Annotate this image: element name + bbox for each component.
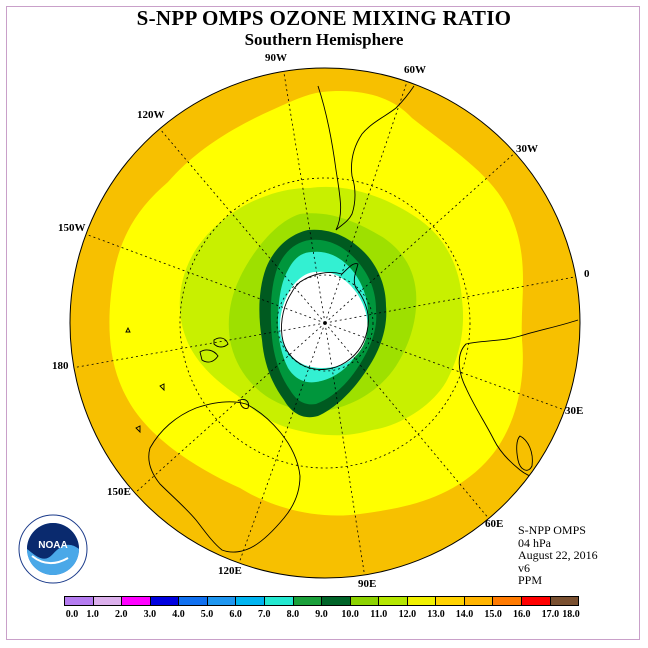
noaa-logo: NOAA bbox=[18, 514, 88, 584]
figure-frame bbox=[6, 6, 640, 640]
colorbar-segment bbox=[407, 597, 437, 605]
colorbar-segment bbox=[550, 597, 579, 605]
colorbar-segment bbox=[436, 597, 465, 605]
latitude-circle-70s bbox=[276, 274, 374, 372]
colorbar-segment bbox=[350, 597, 380, 605]
colorbar-tick-label: 17.0 bbox=[541, 609, 560, 620]
colorbar-tick-label: 18.0 bbox=[562, 609, 580, 620]
colorbar-segment bbox=[493, 597, 522, 605]
island-1 bbox=[125, 326, 131, 333]
colorbar-segment bbox=[522, 597, 551, 605]
colorbar-tick-label: 13.0 bbox=[427, 609, 445, 620]
colorbar-segment bbox=[464, 597, 494, 605]
colorbar-tick-label: 10.0 bbox=[341, 609, 359, 620]
south-pole-dot bbox=[323, 321, 327, 325]
colorbar-tick-label: 11.0 bbox=[370, 609, 388, 620]
colorbar-segment bbox=[322, 597, 351, 605]
colorbar-segment bbox=[264, 597, 294, 605]
colorbar-tick-label: 8.0 bbox=[286, 609, 300, 620]
colorbar-tick-label: 16.0 bbox=[513, 609, 531, 620]
lon-label-60w: 60W bbox=[404, 64, 426, 76]
map-subtitle: Southern Hemisphere bbox=[244, 30, 404, 49]
lon-label-30w: 30W bbox=[516, 143, 538, 155]
colorbar bbox=[64, 596, 579, 606]
lon-label-150w: 150W bbox=[58, 222, 86, 234]
australia-coast bbox=[148, 401, 301, 553]
info-product: S-NPP OMPS bbox=[518, 523, 586, 537]
noaa-logo-text: NOAA bbox=[38, 540, 67, 551]
island-3 bbox=[135, 425, 141, 434]
lon-label-90e: 90E bbox=[358, 578, 377, 590]
info-version: v6 bbox=[518, 560, 530, 575]
lon-label-30e: 30E bbox=[565, 405, 584, 417]
graticule bbox=[71, 68, 580, 578]
island-2 bbox=[159, 383, 165, 392]
colorbar-tick-label: 15.0 bbox=[484, 609, 502, 620]
africa-coast bbox=[458, 319, 579, 478]
colorbar-tick-label: 0.0 bbox=[65, 609, 79, 620]
lon-label-120w: 120W bbox=[137, 109, 165, 121]
colorbar-tick-label: 12.0 bbox=[398, 609, 417, 620]
colorbar-segment bbox=[93, 597, 123, 605]
colorbar-segment bbox=[122, 597, 151, 605]
colorbar-tick-label: 9.0 bbox=[315, 609, 328, 620]
colorbar-segment bbox=[65, 597, 94, 605]
globe-border bbox=[69, 67, 581, 579]
lon-label-0: 0 bbox=[584, 268, 590, 280]
colorbar-tick-label: 2.0 bbox=[114, 609, 128, 620]
lon-label-150e: 150E bbox=[107, 486, 131, 498]
colorbar-tick-label: 1.0 bbox=[86, 609, 99, 620]
colorbar-tick-label: 7.0 bbox=[258, 609, 271, 620]
colorbar-labels: 0.0 1.0 2.0 3.0 4.0 5.0 6.0 7.0 8.0 9.0 10.0 11.0 12… bbox=[64, 609, 580, 623]
info-date: August 22, 2016 bbox=[518, 548, 598, 562]
colorbar-segment bbox=[293, 597, 323, 605]
south-america-coast bbox=[317, 85, 415, 231]
colorbar-tick-label: 14.0 bbox=[455, 609, 474, 620]
tasmania-coast bbox=[239, 399, 249, 409]
lon-label-90w: 90W bbox=[265, 52, 287, 64]
colorbar-segment bbox=[207, 597, 237, 605]
new-zealand-coast bbox=[199, 337, 229, 363]
colorbar-segment bbox=[179, 597, 208, 605]
colorbar-tick-label: 5.0 bbox=[200, 609, 214, 620]
colorbar-tick-label: 6.0 bbox=[229, 609, 242, 620]
colorbar-tick-label: 4.0 bbox=[172, 609, 185, 620]
antarctica-coast bbox=[281, 263, 369, 370]
info-level: 04 hPa bbox=[518, 535, 551, 550]
lon-label-60e: 60E bbox=[485, 518, 504, 530]
colorbar-tick-label: 3.0 bbox=[143, 609, 157, 620]
latitude-circle-40s bbox=[179, 177, 471, 469]
colorbar-segment bbox=[236, 597, 265, 605]
product-info: S-NPP OMPS 04 hPa August 22, 2016 v6 PPM bbox=[518, 524, 598, 587]
info-units: PPM bbox=[518, 573, 543, 587]
lon-label-180: 180 bbox=[52, 360, 69, 372]
madagascar-coast bbox=[516, 435, 533, 471]
colorbar-segment bbox=[150, 597, 180, 605]
lon-label-120e: 120E bbox=[218, 565, 242, 577]
coastlines bbox=[125, 85, 579, 553]
colorbar-segment bbox=[379, 597, 408, 605]
map-title: S-NPP OMPS OZONE MIXING RATIO bbox=[136, 6, 512, 30]
meridians bbox=[71, 68, 580, 578]
